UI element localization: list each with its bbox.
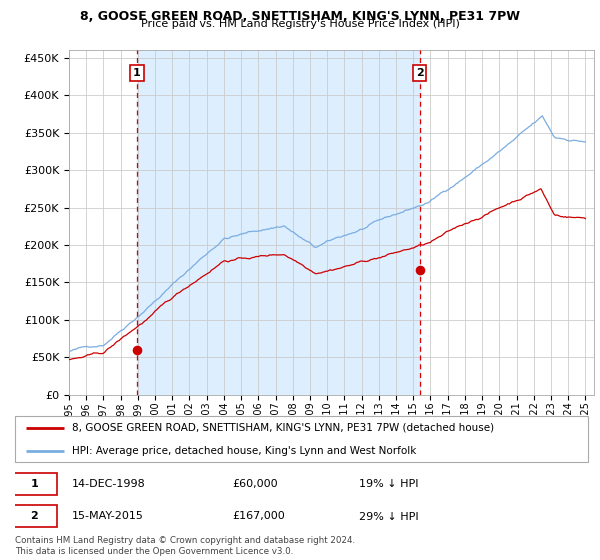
Text: 29% ↓ HPI: 29% ↓ HPI [359, 511, 418, 521]
Text: 1: 1 [133, 68, 141, 78]
Text: 15-MAY-2015: 15-MAY-2015 [73, 511, 144, 521]
Text: 2: 2 [416, 68, 424, 78]
Bar [137, 50, 419, 395]
Point [132, 346, 142, 354]
Text: Price paid vs. HM Land Registry's House Price Index (HPI): Price paid vs. HM Land Registry's House … [140, 19, 460, 29]
Text: £60,000: £60,000 [233, 479, 278, 489]
Text: Contains HM Land Registry data © Crown copyright and database right 2024.
This d: Contains HM Land Registry data © Crown c… [15, 536, 355, 556]
FancyBboxPatch shape [15, 416, 588, 462]
Text: £167,000: £167,000 [233, 511, 286, 521]
FancyBboxPatch shape [12, 473, 57, 494]
Text: 1: 1 [31, 479, 38, 489]
Text: 8, GOOSE GREEN ROAD, SNETTISHAM, KING'S LYNN, PE31 7PW (detached house): 8, GOOSE GREEN ROAD, SNETTISHAM, KING'S … [73, 423, 494, 432]
Point [415, 265, 424, 274]
FancyBboxPatch shape [12, 505, 57, 527]
Text: 2: 2 [31, 511, 38, 521]
Text: 8, GOOSE GREEN ROAD, SNETTISHAM, KING'S LYNN, PE31 7PW: 8, GOOSE GREEN ROAD, SNETTISHAM, KING'S … [80, 10, 520, 22]
Text: HPI: Average price, detached house, King's Lynn and West Norfolk: HPI: Average price, detached house, King… [73, 446, 416, 455]
Text: 19% ↓ HPI: 19% ↓ HPI [359, 479, 418, 489]
Text: 14-DEC-1998: 14-DEC-1998 [73, 479, 146, 489]
